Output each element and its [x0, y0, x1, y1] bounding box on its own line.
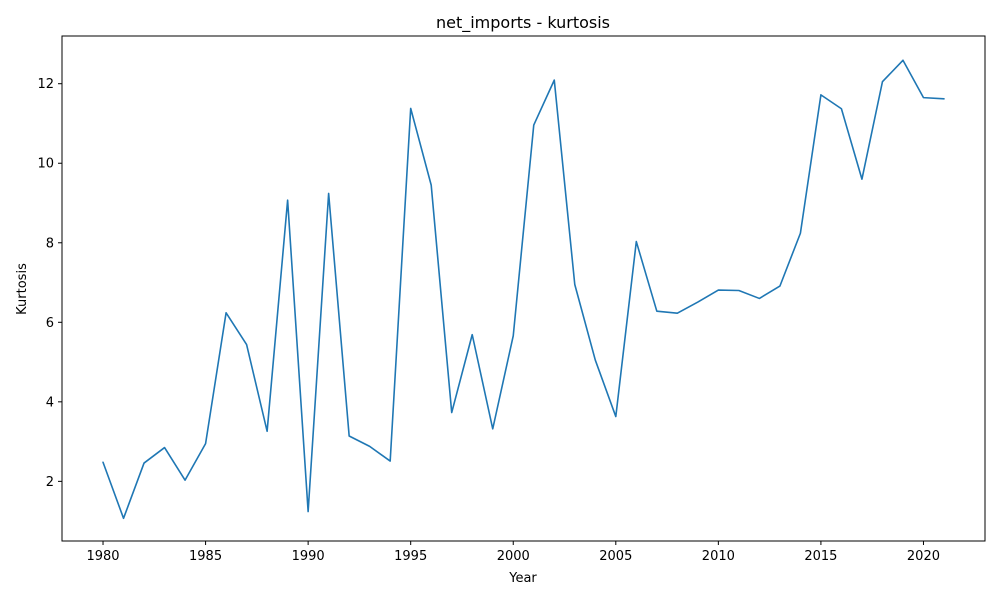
x-tick-label: 2015 — [804, 549, 837, 564]
chart-title: net_imports - kurtosis — [436, 13, 610, 33]
x-tick-label: 2020 — [907, 549, 940, 564]
y-tick-label: 6 — [46, 316, 54, 331]
plot-area: 1980 1985 1990 1995 2000 2005 2010 2015 2020 2 4 6 8… — [37, 35, 986, 564]
x-tick-label: 2000 — [497, 549, 530, 564]
x-tick-label: 1985 — [189, 549, 222, 564]
x-tick-label: 1995 — [394, 549, 427, 564]
series-line — [102, 59, 945, 520]
x-axis-label: Year — [508, 571, 537, 586]
y-tick-label: 12 — [37, 77, 54, 92]
axes-frame — [61, 35, 986, 542]
x-tick-label: 1990 — [292, 549, 325, 564]
y-tick-label: 4 — [46, 395, 54, 410]
x-tick-label: 1980 — [86, 549, 119, 564]
y-tick-label: 2 — [46, 475, 54, 490]
x-tick-label: 2005 — [599, 549, 632, 564]
y-tick-label: 8 — [46, 236, 54, 251]
x-tick-label: 2010 — [702, 549, 735, 564]
y-axis-label: Kurtosis — [15, 263, 30, 315]
y-tick-label: 10 — [37, 157, 54, 172]
